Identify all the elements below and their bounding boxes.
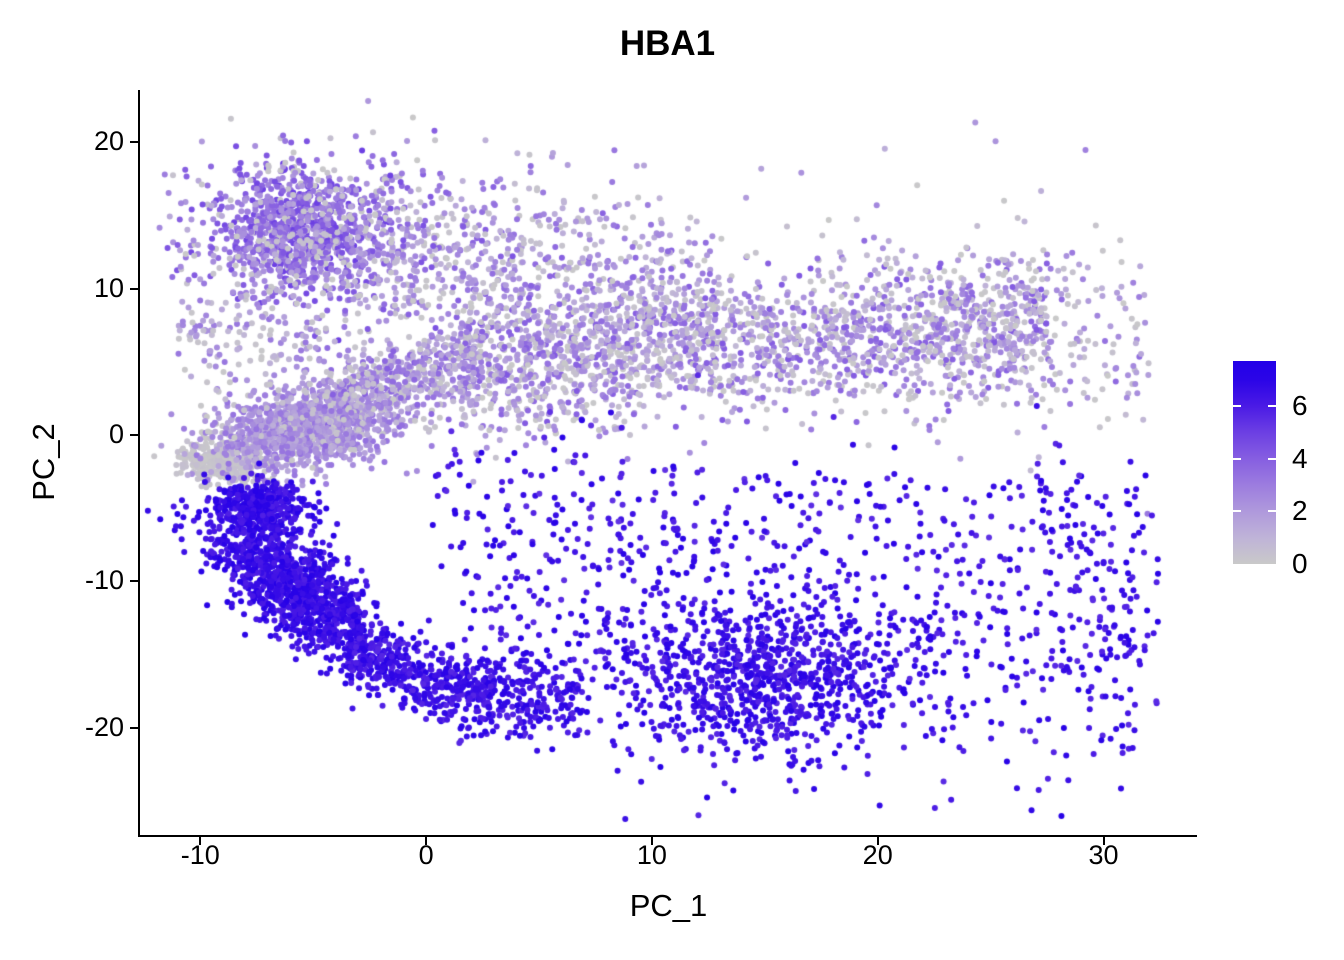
x-tick-mark xyxy=(1102,837,1105,845)
expression-colorbar xyxy=(1233,361,1276,564)
colorbar-tick-label: 0 xyxy=(1292,548,1308,579)
y-tick-mark xyxy=(130,287,138,290)
colorbar-tick-mark xyxy=(1233,457,1241,460)
colorbar-tick-label: 4 xyxy=(1292,442,1308,474)
y-tick-mark xyxy=(130,141,138,144)
x-tick-label: 0 xyxy=(418,840,434,870)
y-tick-label: -10 xyxy=(84,565,124,596)
y-tick-mark xyxy=(130,580,138,583)
x-tick-label: 30 xyxy=(1088,840,1119,870)
colorbar-tick-mark xyxy=(1233,404,1241,407)
colorbar-tick-label: 2 xyxy=(1292,495,1308,527)
x-tick-mark xyxy=(650,837,653,845)
colorbar-tick-mark xyxy=(1268,457,1276,460)
colorbar-tick-label: 6 xyxy=(1292,389,1308,421)
colorbar-tick-mark xyxy=(1233,510,1241,513)
x-tick-mark xyxy=(876,837,879,845)
y-axis-title: PC_2 xyxy=(26,423,61,501)
x-tick-mark xyxy=(425,837,428,845)
y-tick-label: -20 xyxy=(84,711,124,742)
y-tick-mark xyxy=(130,726,138,729)
x-axis-title: PC_1 xyxy=(629,888,708,923)
y-tick-label: 20 xyxy=(93,126,124,157)
x-tick-label: 10 xyxy=(636,840,667,870)
x-tick-label: -10 xyxy=(180,840,220,870)
y-tick-mark xyxy=(130,434,138,437)
x-tick-label: 20 xyxy=(862,840,893,870)
plot-panel: -10 0 10 20 30 20 10 0 -10 -20 PC_1 xyxy=(85,90,1197,923)
scatter-canvas xyxy=(140,90,1197,835)
x-tick-mark xyxy=(199,837,202,845)
colorbar-tick-mark xyxy=(1268,510,1276,513)
y-tick-label: 0 xyxy=(108,419,124,450)
y-tick-label: 10 xyxy=(93,272,124,303)
colorbar-tick-mark xyxy=(1268,404,1276,407)
plot-title: HBA1 xyxy=(619,24,716,63)
